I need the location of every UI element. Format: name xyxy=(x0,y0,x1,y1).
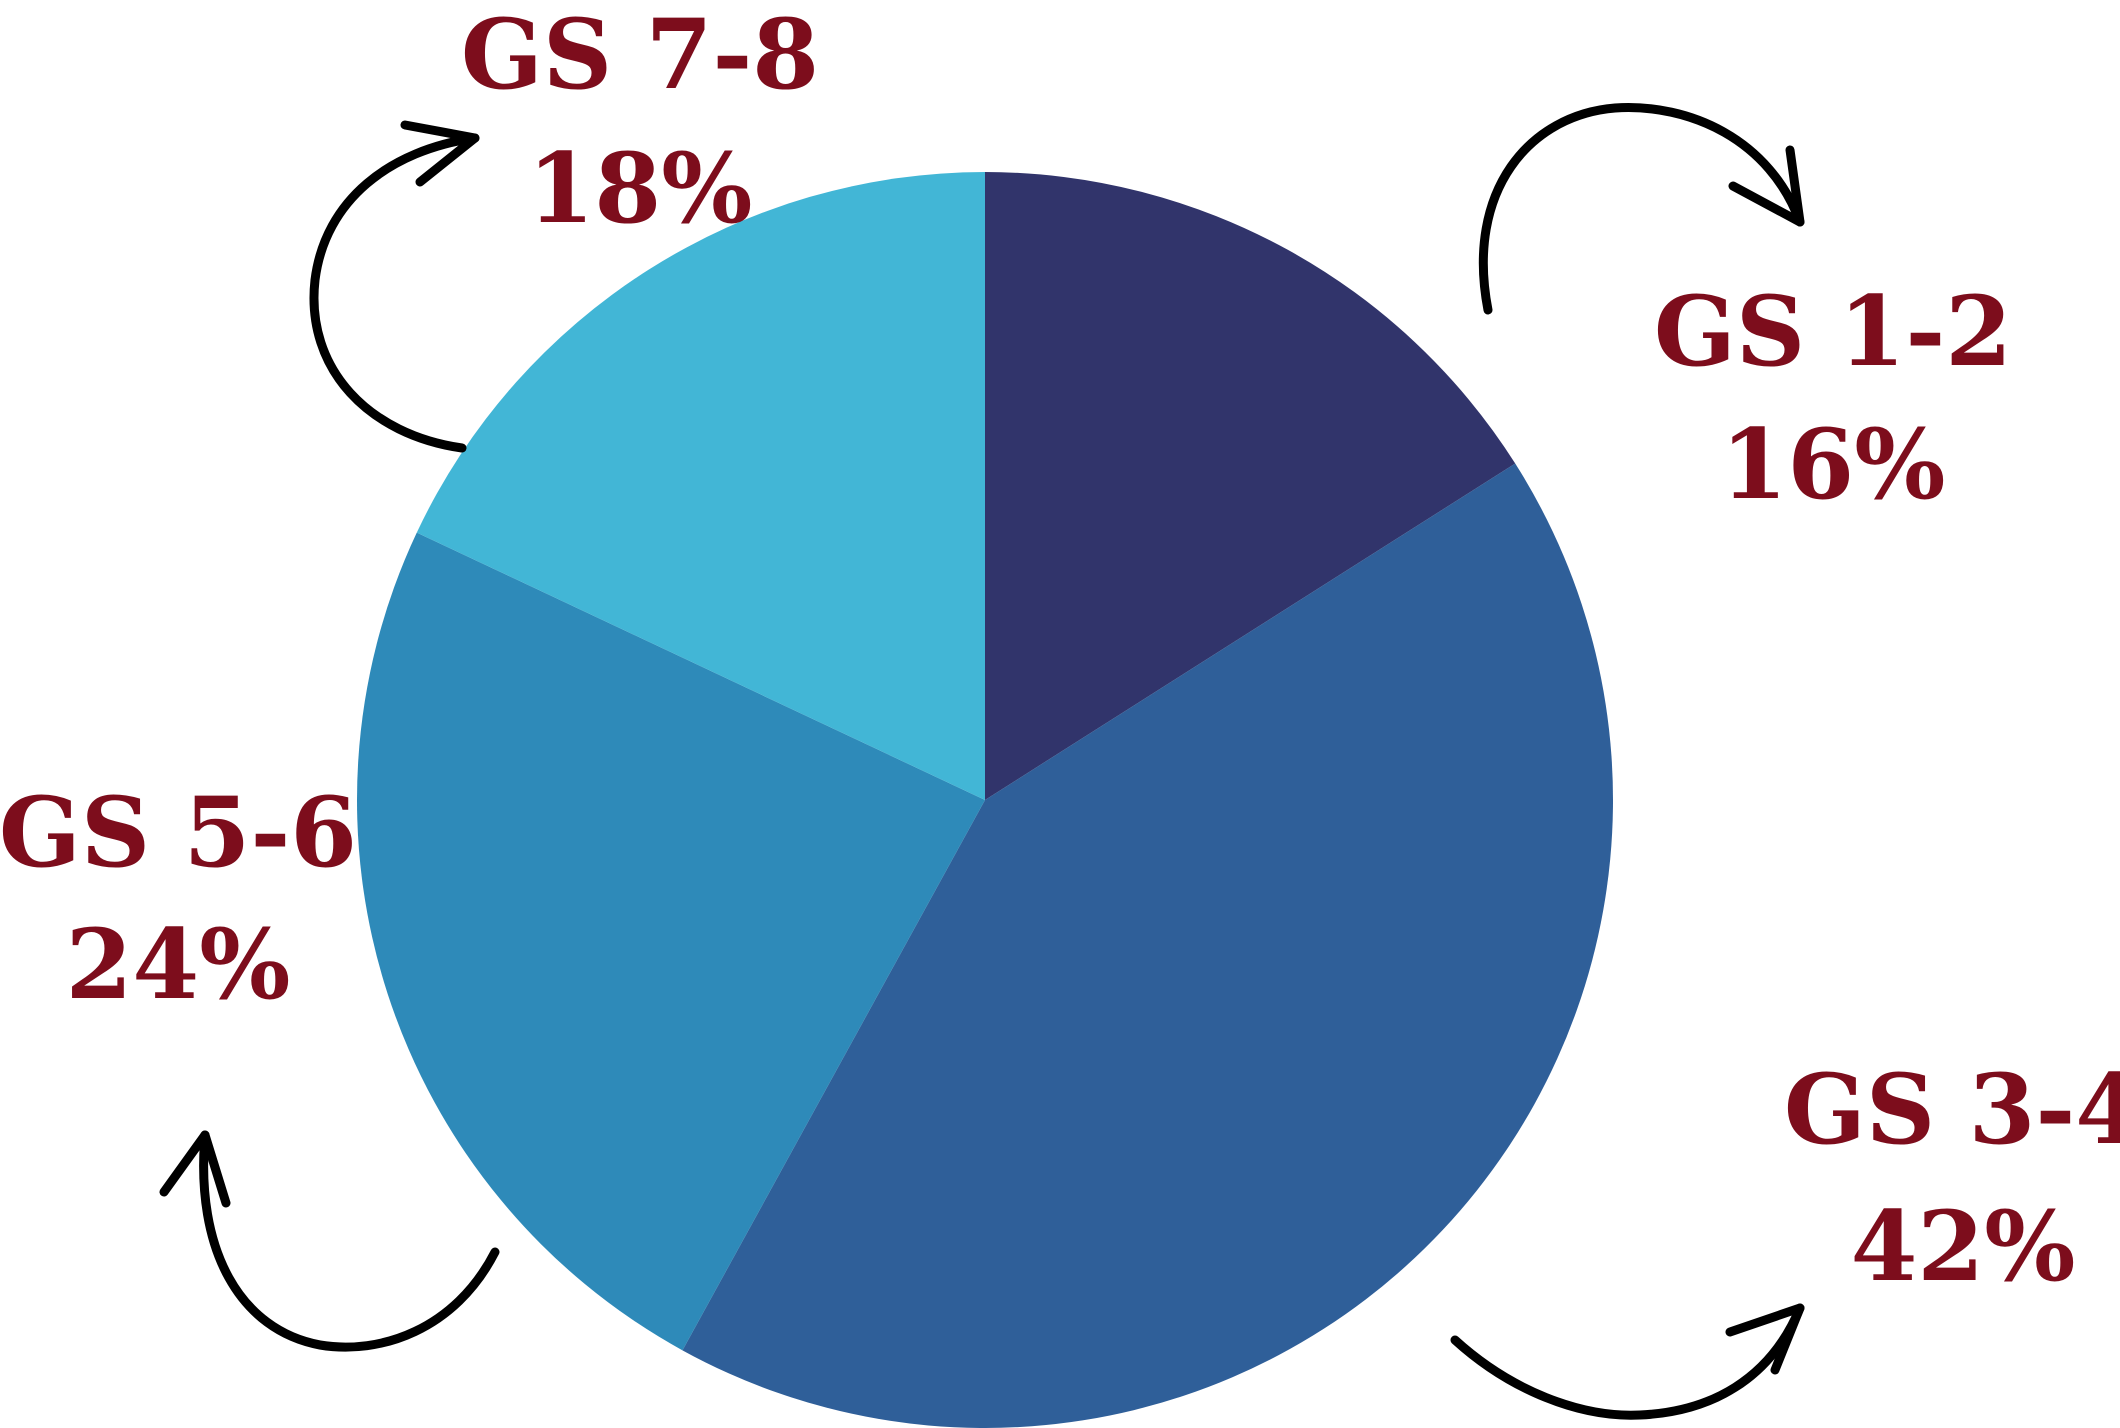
slice-label-gs-3-4: GS 3-4 42% xyxy=(1784,1053,2120,1303)
slice-value-gs-3-4: 42% xyxy=(1851,1190,2076,1303)
slice-name-gs-7-8: GS 7-8 xyxy=(461,0,819,111)
pie-slice-gs-7-8 xyxy=(416,172,985,800)
pie-slice-gs-1-2 xyxy=(985,172,1516,800)
arrow-gs-3-4 xyxy=(1450,1303,1805,1420)
pie-slice-gs-3-4 xyxy=(682,463,1613,1428)
arrow-gs-7-8 xyxy=(309,120,480,453)
pie-slice-gs-5-6 xyxy=(357,532,985,1351)
slice-value-gs-5-6: 24% xyxy=(66,908,291,1021)
slice-name-gs-1-2: GS 1-2 xyxy=(1654,275,2012,388)
arrow-gs-1-2 xyxy=(1478,103,1805,315)
slice-name-gs-3-4: GS 3-4 xyxy=(1784,1053,2120,1166)
slice-value-gs-1-2: 16% xyxy=(1721,408,1946,521)
slice-label-gs-1-2: GS 1-2 16% xyxy=(1654,275,2012,521)
slice-name-gs-5-6: GS 5-6 xyxy=(0,776,357,889)
arrow-gs-5-6 xyxy=(159,1130,500,1352)
slice-value-gs-7-8: 18% xyxy=(528,132,753,245)
slice-label-gs-5-6: GS 5-6 24% xyxy=(0,776,357,1021)
slice-label-gs-7-8: GS 7-8 18% xyxy=(461,0,819,245)
pie-slices xyxy=(357,172,1613,1428)
